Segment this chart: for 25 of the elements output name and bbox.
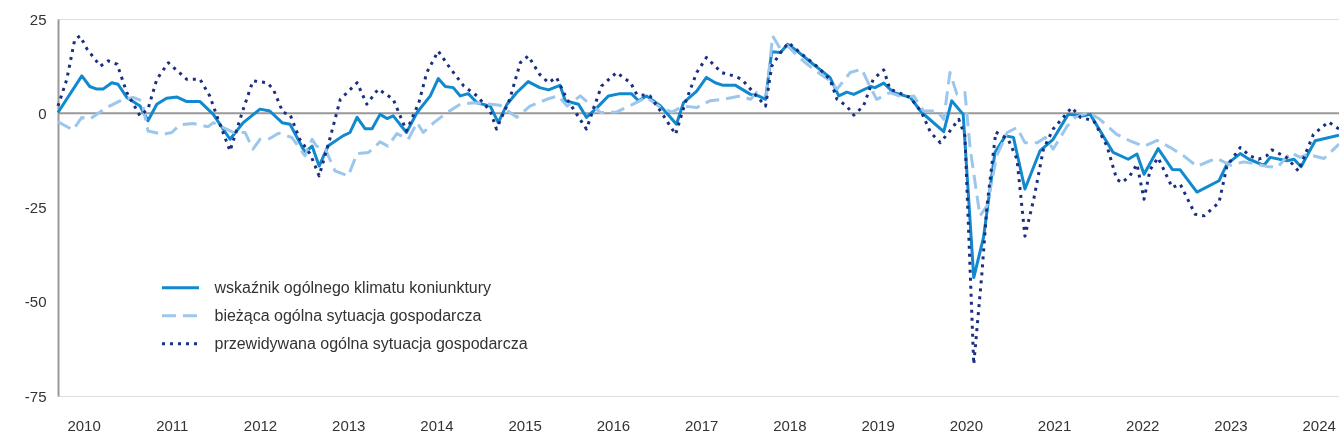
x-tick-label: 2018: [773, 416, 807, 434]
y-tick-label: -50: [24, 293, 47, 311]
legend-label: wskaźnik ogólnego klimatu koniunktury: [213, 278, 492, 296]
x-tick-label: 2022: [1126, 416, 1160, 434]
x-tick-label: 2019: [861, 416, 895, 434]
x-tick-label: 2017: [684, 416, 719, 434]
x-tick-label: 2010: [67, 416, 101, 434]
x-tick-label: 2011: [156, 416, 189, 434]
y-tick-label: 0: [38, 104, 47, 122]
x-tick-label: 2016: [596, 416, 631, 434]
legend-label: bieżąca ogólna sytuacja gospodarcza: [214, 306, 482, 324]
x-tick-label: 2024: [1302, 416, 1336, 434]
x-tick-label: 2015: [508, 416, 542, 434]
x-tick-label: 2013: [332, 416, 366, 434]
x-tick-label: 2023: [1214, 416, 1248, 434]
x-tick-label: 2020: [949, 416, 983, 434]
x-tick-label: 2012: [243, 416, 278, 434]
x-tick-label: 2021: [1037, 416, 1072, 434]
y-tick-label: 25: [29, 10, 47, 28]
x-tick-label: 2014: [420, 416, 454, 434]
legend-label: przewidywana ogólna sytuacja gospodarcza: [214, 334, 528, 352]
line-series: [56, 34, 1339, 218]
y-tick-label: -75: [24, 387, 47, 405]
y-tick-label: -25: [24, 199, 47, 216]
line-series: [56, 34, 1339, 366]
